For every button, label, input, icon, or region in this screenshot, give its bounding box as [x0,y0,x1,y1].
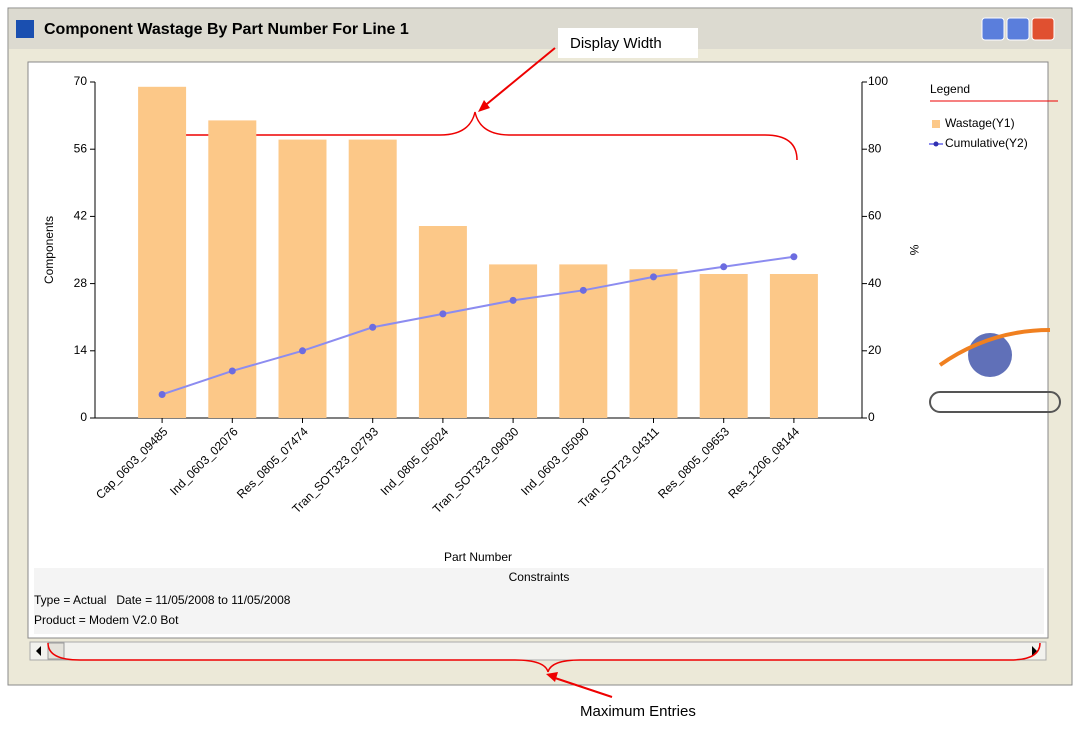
bar [138,86,187,419]
y-axis-label: Components [42,216,56,284]
logo [929,391,1061,413]
bar [489,264,538,418]
window-title: Component Wastage By Part Number For Lin… [44,21,409,38]
close-button[interactable] [1031,17,1055,41]
legend-swatch [932,120,940,128]
marker [158,390,166,398]
app-icon [16,20,34,38]
arrow [481,47,556,109]
legend-label: Cumulative(Y2) [945,136,1028,150]
title-bar [9,9,1071,49]
minimize-button[interactable] [981,17,1005,41]
marker [579,286,587,294]
y2-tick-label: 80 [868,141,882,155]
marker [650,273,657,281]
y2-tick-label: 40 [868,276,882,290]
constraint-line: Product = Modem V2.0 Bot [34,613,179,627]
y-tick-label: 28 [74,276,88,290]
arrow [551,676,613,698]
legend-marker [933,141,939,147]
bar [418,226,467,418]
y2-axis-label: % [907,245,921,256]
bar [769,274,818,418]
arrow-head [478,100,490,112]
legend-title: Legend [930,82,970,96]
legend-label: Wastage(Y1) [945,116,1015,130]
y2-tick-label: 60 [868,209,882,223]
marker [228,367,236,375]
scrollbar[interactable] [29,641,1047,661]
maximize-button[interactable] [1006,17,1030,41]
scroll-thumb[interactable] [47,642,65,660]
arrow-head [546,672,558,682]
marker [299,347,306,355]
y2-tick-label: 100 [868,74,888,88]
callout-box [558,28,698,58]
constraints-box [34,568,1044,634]
line [161,255,795,396]
marker [369,323,377,331]
y2-tick-label: 0 [868,410,875,424]
marker [439,310,447,318]
marker [720,263,728,271]
annotation: Display Width [570,35,662,52]
marker [790,253,798,261]
y-tick-label: 70 [74,74,88,88]
y-tick-label: 14 [74,343,88,357]
bar [348,139,397,418]
chart-panel [27,61,1049,639]
constraints-title: Constraints [509,570,570,584]
y-tick-label: 56 [74,141,88,155]
marker [509,296,517,304]
logo [938,328,1051,367]
constraint-line: Type = Actual Date = 11/05/2008 to 11/05… [34,593,291,607]
y-tick-label: 42 [74,209,88,223]
bar [278,139,327,418]
bar [699,274,748,418]
y-tick-label: 0 [80,410,87,424]
x-axis-label: Part Number [444,550,512,564]
bar [629,269,678,418]
brace [47,642,1041,673]
annotation: Maximum Entries [580,703,696,720]
y2-tick-label: 20 [868,343,882,357]
